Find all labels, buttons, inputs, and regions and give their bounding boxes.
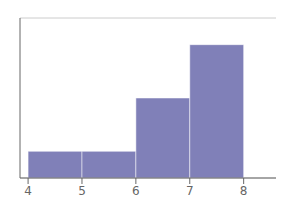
svg-text:8: 8 [240, 184, 248, 198]
svg-text:4: 4 [24, 184, 32, 198]
svg-text:7: 7 [186, 184, 194, 198]
svg-text:6: 6 [132, 184, 140, 198]
svg-text:5: 5 [78, 184, 86, 198]
